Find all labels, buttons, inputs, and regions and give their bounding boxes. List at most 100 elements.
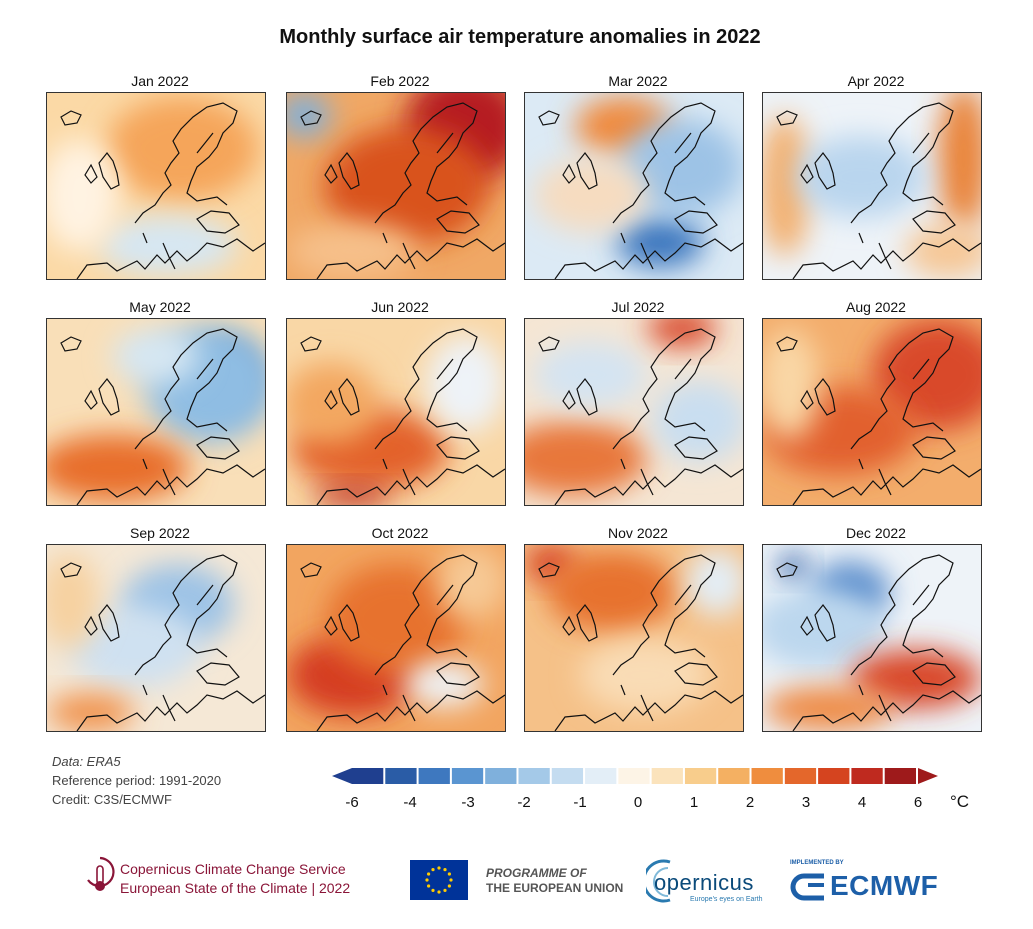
coastline xyxy=(538,102,743,279)
anomaly-region xyxy=(287,223,418,279)
implemented-by: IMPLEMENTED BY xyxy=(790,860,844,866)
anomaly-map xyxy=(286,544,506,732)
anomaly-region xyxy=(313,484,392,505)
eu-star xyxy=(427,872,431,876)
anomaly-region xyxy=(105,96,259,201)
colorbar-swatch xyxy=(451,768,484,784)
map-panel: Mar 2022 xyxy=(524,72,752,280)
credit: Credit: C3S/ECMWF xyxy=(52,792,172,807)
c3s-report: European State of the Climate | 2022 xyxy=(120,880,351,896)
anomaly-map xyxy=(762,92,982,280)
anomaly-region xyxy=(778,554,809,581)
eu-star xyxy=(443,888,447,892)
anomaly-region xyxy=(426,335,505,433)
anomaly-region xyxy=(579,638,711,713)
eu-star xyxy=(449,878,453,882)
anomaly-map xyxy=(46,318,266,506)
colorbar-min-arrow xyxy=(332,768,352,784)
map-panel: Aug 2022 xyxy=(762,298,990,506)
map-panel: Jul 2022 xyxy=(524,298,752,506)
map-panel: Nov 2022 xyxy=(524,524,752,732)
anomaly-region xyxy=(47,139,119,252)
copernicus-wordmark: opernicus xyxy=(654,870,754,895)
colorbar-tick-label: -3 xyxy=(461,794,475,811)
eu-flag-icon xyxy=(410,860,468,900)
colorbar-swatch xyxy=(884,768,916,784)
anomaly-map xyxy=(46,544,266,732)
anomaly-map xyxy=(286,92,506,280)
anomaly-region xyxy=(287,93,331,138)
colorbar-tick-label: 2 xyxy=(745,794,755,811)
anomaly-region xyxy=(763,115,811,257)
thermometer-logo-icon xyxy=(87,856,115,891)
anomaly-map xyxy=(286,318,506,506)
coastline xyxy=(776,554,981,731)
coastline xyxy=(300,102,505,279)
copernicus-arc-icon xyxy=(646,859,671,903)
eu-star xyxy=(437,890,441,894)
anomaly-region xyxy=(763,686,894,731)
eu-star xyxy=(427,884,431,888)
anomaly-region xyxy=(937,93,981,233)
anomaly-region xyxy=(287,361,379,444)
panel-month-label: Feb 2022 xyxy=(370,73,430,89)
anomaly-map xyxy=(762,544,982,732)
anomaly-map xyxy=(524,544,744,732)
c3s-logo-block: Copernicus Climate Change Service Europe… xyxy=(84,848,384,918)
colorbar-swatch xyxy=(784,768,817,784)
colorbar-unit: °C xyxy=(950,792,970,811)
anomaly-region xyxy=(112,328,200,385)
colorbar-swatch xyxy=(818,768,850,784)
colorbar-tick-label: 0 xyxy=(633,794,643,811)
eu-star xyxy=(425,878,429,882)
panel-month-label: Aug 2022 xyxy=(846,299,906,315)
panel-month-label: Mar 2022 xyxy=(608,73,668,89)
anomaly-map xyxy=(762,318,982,506)
eu-star xyxy=(431,868,435,872)
map-panel: Jun 2022 xyxy=(286,298,514,506)
anomaly-region xyxy=(763,328,820,440)
figure-metadata: Data: ERA5 Reference period: 1991-2020 C… xyxy=(52,752,221,809)
map-panel: Oct 2022 xyxy=(286,524,514,732)
figure-title: Monthly surface air temperature anomalie… xyxy=(279,26,761,48)
reference-period: Reference period: 1991-2020 xyxy=(52,773,222,788)
colorbar-swatch xyxy=(684,768,717,784)
panel-month-label: Jan 2022 xyxy=(131,73,189,89)
copernicus-slogan: Europe's eyes on Earth xyxy=(690,896,763,903)
panel-month-label: Jun 2022 xyxy=(371,299,429,315)
colorbar-tick-label: -2 xyxy=(517,794,531,811)
anomaly-region xyxy=(326,563,466,676)
eu-star xyxy=(431,888,435,892)
anomaly-region xyxy=(795,135,927,218)
eu-star xyxy=(447,872,451,876)
coastline xyxy=(60,102,265,279)
colorbar-tick-label: 3 xyxy=(801,794,811,811)
colorbar-tick-label: 1 xyxy=(689,794,699,811)
coastline xyxy=(300,554,505,731)
colorbar-swatch xyxy=(651,768,683,784)
ecmwf-arrows-icon xyxy=(790,873,824,901)
panel-month-label: Dec 2022 xyxy=(846,525,906,541)
colorbar-tick-label: -4 xyxy=(403,794,417,811)
coastline xyxy=(538,328,743,505)
coastline xyxy=(300,328,505,505)
colorbar-swatch xyxy=(751,768,783,784)
panel-month-label: Oct 2022 xyxy=(371,525,429,541)
panel-month-label: May 2022 xyxy=(129,299,191,315)
colorbar-swatch xyxy=(385,768,417,784)
anomaly-map xyxy=(46,92,266,280)
map-panel: Apr 2022 xyxy=(762,72,990,280)
colorbar-swatch xyxy=(851,768,883,784)
ecmwf-logo-block: IMPLEMENTED BY ECMWF xyxy=(784,848,954,918)
colorbar-swatch xyxy=(718,768,750,784)
anomaly-region xyxy=(324,126,490,246)
colorbar-swatch xyxy=(352,768,384,784)
anomaly-map xyxy=(524,92,744,280)
eu-star xyxy=(443,868,447,872)
map-panel: Sep 2022 xyxy=(46,524,274,732)
panel-month-label: Sep 2022 xyxy=(130,525,190,541)
eu-star xyxy=(447,884,451,888)
anomaly-region xyxy=(404,662,484,707)
colorbar-tick-label: -1 xyxy=(573,794,587,811)
coastline xyxy=(60,328,265,505)
